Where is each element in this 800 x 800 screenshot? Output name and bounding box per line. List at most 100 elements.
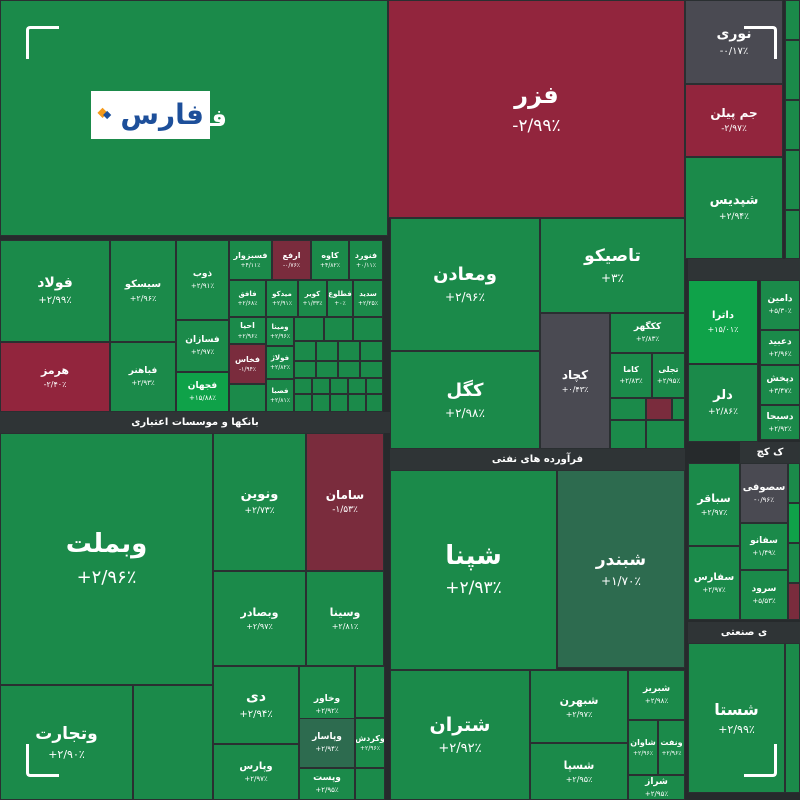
tile-ونوین[interactable]: ونوین +۲/۷۳٪ [213, 433, 306, 571]
treemap-cell-minor[interactable] [646, 398, 672, 420]
tile-فطلوع[interactable]: فطلوع +۰٪ [327, 280, 353, 317]
treemap-cell-minor[interactable] [324, 317, 353, 341]
treemap-cell-minor[interactable] [672, 398, 685, 420]
tile-فجهان[interactable]: فجهان +۱۵/۸۸٪ [176, 372, 229, 412]
treemap-cell-minor[interactable] [294, 361, 316, 378]
tile-شسپا[interactable]: شسپا +۲/۹۵٪ [530, 743, 628, 800]
tile-سرود[interactable]: سرود +۵/۵۳٪ [740, 570, 788, 620]
treemap-cell-minor[interactable] [785, 100, 800, 150]
tile-دلر[interactable]: دلر +۲/۸۶٪ [688, 364, 758, 442]
treemap-cell-minor[interactable] [294, 394, 312, 412]
tile-شاوان[interactable]: شاوان +۲/۹۶٪ [628, 720, 658, 775]
treemap-cell-minor[interactable] [338, 361, 360, 378]
tile-وبملت[interactable]: وبملت +۲/۹۶٪ [0, 433, 213, 685]
treemap-cell-minor[interactable] [366, 378, 383, 394]
treemap-cell-minor[interactable] [294, 378, 312, 394]
tile-شبهرن[interactable]: شبهرن +۲/۹۷٪ [530, 670, 628, 743]
treemap-cell-minor[interactable] [360, 341, 383, 361]
treemap-cell-minor[interactable] [330, 378, 348, 394]
tile-تجلی[interactable]: تجلی +۲/۹۵٪ [652, 353, 685, 398]
tile-وپست[interactable]: وپست +۲/۹۵٪ [299, 768, 355, 800]
tile-شتران[interactable]: شتران +۲/۹۲٪ [390, 670, 530, 800]
treemap-cell-minor[interactable] [785, 40, 800, 100]
tile-وپارس[interactable]: وپارس +۲/۹۷٪ [213, 744, 299, 800]
tile-کویر[interactable]: کویر +۱/۳۳٪ [298, 280, 327, 317]
tile-ذوب[interactable]: ذوب +۲/۹۱٪ [176, 240, 229, 320]
tile-سیسکو[interactable]: سیسکو +۲/۹۶٪ [110, 240, 176, 342]
tile-شبندر[interactable]: شبندر +۱/۷۰٪ [557, 470, 685, 668]
tile-وبصادر[interactable]: وبصادر +۲/۹۷٪ [213, 571, 306, 666]
tile-سدید[interactable]: سدید +۲/۲۵٪ [353, 280, 383, 317]
tile-فخاس[interactable]: فخاس -۱/۹۴٪ [229, 344, 266, 384]
tile-سباقر[interactable]: سباقر +۲/۹۷٪ [688, 463, 740, 546]
treemap-cell-minor[interactable] [330, 394, 348, 412]
tile-دعبید[interactable]: دعبید +۲/۹۶٪ [760, 330, 800, 365]
tile-فولاژ[interactable]: فولاژ +۲/۸۲٪ [266, 346, 294, 379]
treemap-cell-minor[interactable] [785, 643, 800, 793]
tile-تاصیکو[interactable]: تاصیکو +۳٪ [540, 218, 685, 313]
tile-جم-پیلن[interactable]: جم پیلن -۲/۹۷٪ [685, 84, 783, 157]
tile-فسازان[interactable]: فسازان +۲/۹۷٪ [176, 320, 229, 372]
tile-ومعادن[interactable]: ومعادن +۲/۹۶٪ [390, 218, 540, 351]
treemap-cell-minor[interactable] [785, 210, 800, 259]
tile-دی[interactable]: دی +۲/۹۴٪ [213, 666, 299, 744]
tile-سصوفی[interactable]: سصوفی -۰/۹۶٪ [740, 463, 788, 523]
tile-فولاد[interactable]: فولاد +۲/۹۹٪ [0, 240, 110, 342]
treemap-cell-minor[interactable] [610, 420, 646, 449]
tile-شپنا[interactable]: شپنا +۲/۹۳٪ [390, 470, 557, 670]
tile-شپدیس[interactable]: شپدیس +۲/۹۴٪ [685, 157, 783, 259]
tile-فافق[interactable]: فافق +۲/۶۸٪ [229, 280, 266, 317]
tile-کاما[interactable]: کاما +۲/۸۳٪ [610, 353, 652, 398]
tile-سفانو[interactable]: سفانو +۱/۴۹٪ [740, 523, 788, 570]
treemap-cell-minor[interactable] [785, 150, 800, 210]
treemap-cell-minor[interactable] [360, 361, 383, 378]
tile-وپاسار[interactable]: وپاسار +۲/۹۴٪ [299, 718, 355, 768]
tile-دسبحا[interactable]: دسبحا +۲/۹۲٪ [760, 405, 800, 440]
tile-وکردش[interactable]: وکردش +۲/۹۶٪ [355, 718, 385, 768]
tile-ارفع[interactable]: ارفع -۰/۷۶٪ [272, 240, 311, 280]
tile-فصبا[interactable]: فصبا +۲/۸۱٪ [266, 379, 294, 412]
tile-احیا[interactable]: احیا +۲/۹۶٪ [229, 317, 266, 344]
tile-هرمز[interactable]: هرمز -۲/۴۰٪ [0, 342, 110, 412]
tile-ومینا[interactable]: ومینا +۲/۹۶٪ [266, 317, 294, 346]
treemap-cell-minor[interactable] [312, 378, 330, 394]
tile-فزر[interactable]: فزر -۲/۹۹٪ [388, 0, 685, 218]
tile-فباهنر[interactable]: فباهنر +۲/۹۳٪ [110, 342, 176, 412]
treemap-cell-minor[interactable] [353, 317, 383, 341]
tile-نوری[interactable]: نوری -۰/۱۷٪ [685, 0, 783, 84]
treemap-cell-minor[interactable] [316, 361, 338, 378]
treemap-cell-minor[interactable] [348, 394, 366, 412]
tile-شبریز[interactable]: شبریز +۲/۹۸٪ [628, 670, 685, 720]
treemap-cell-minor[interactable] [316, 341, 338, 361]
tile-فنورد[interactable]: فنورد +۰/۱۱٪ [349, 240, 383, 280]
treemap-cell-minor[interactable] [133, 685, 213, 800]
treemap-cell-minor[interactable] [366, 394, 383, 412]
treemap-cell-minor[interactable] [338, 341, 360, 361]
treemap-cell-minor[interactable] [348, 378, 366, 394]
tile-فسبزوار[interactable]: فسبزوار +۴/۱۱٪ [229, 240, 272, 280]
treemap-cell-minor[interactable] [610, 398, 646, 420]
treemap-cell-minor[interactable] [788, 503, 800, 543]
tile-داترا[interactable]: داترا +۱۵/۰۱٪ [688, 280, 758, 364]
tile-شراز[interactable]: شراز +۲/۹۵٪ [628, 775, 685, 800]
treemap-cell-minor[interactable] [312, 394, 330, 412]
treemap-cell-minor[interactable] [646, 420, 685, 449]
tile-میدکو[interactable]: میدکو +۲/۹۱٪ [266, 280, 298, 317]
treemap-cell-minor[interactable] [294, 341, 316, 361]
tile-سامان[interactable]: سامان -۱/۵۳٪ [306, 433, 384, 571]
tile-کگل[interactable]: کگل +۲/۹۸٪ [390, 351, 540, 449]
tile-وسینا[interactable]: وسینا +۲/۸۱٪ [306, 571, 384, 666]
tile-سفارس[interactable]: سفارس +۲/۹۷٪ [688, 546, 740, 620]
treemap-cell-minor[interactable] [788, 543, 800, 583]
tile-دامین[interactable]: دامین +۵/۳۰٪ [760, 280, 800, 330]
treemap-cell-minor[interactable] [355, 666, 385, 718]
treemap-cell-minor[interactable] [294, 317, 324, 341]
tile-کچاد[interactable]: کچاد +۰/۴۳٪ [540, 313, 610, 449]
treemap-cell-minor[interactable] [229, 384, 266, 412]
treemap-cell-minor[interactable] [788, 583, 800, 620]
tile-ونفت[interactable]: ونفت +۲/۹۶٪ [658, 720, 685, 775]
treemap-cell-minor[interactable] [785, 0, 800, 40]
treemap-cell-minor[interactable] [788, 463, 800, 503]
tile-دپخش[interactable]: دپخش +۳/۴۷٪ [760, 365, 800, 405]
tile-وتجارت[interactable]: وتجارت +۲/۹۰٪ [0, 685, 133, 800]
